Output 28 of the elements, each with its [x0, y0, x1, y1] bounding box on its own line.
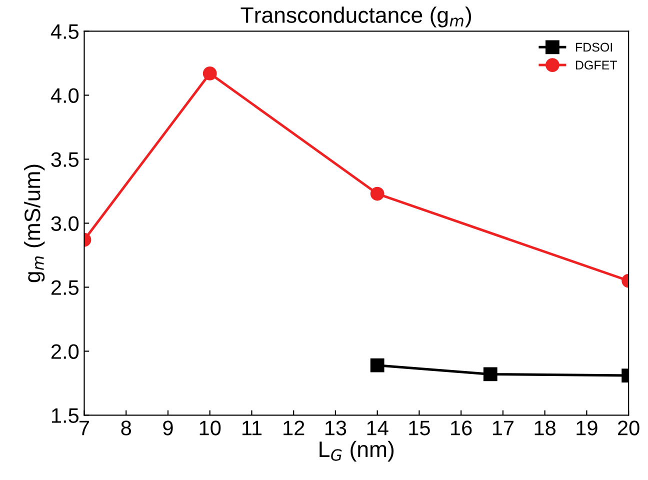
point — [370, 358, 384, 372]
x-tick-label: 16 — [451, 420, 472, 436]
point — [483, 367, 498, 382]
x-tick-label: 11 — [242, 420, 262, 436]
x-tick-label: 18 — [534, 420, 556, 436]
legend-label: FDSOI — [576, 42, 612, 52]
x-tick-label: 19 — [576, 420, 598, 436]
y-tick-label: 1.5 — [52, 408, 79, 423]
y-tick-label: 3.5 — [51, 152, 79, 167]
x-axis-title: L$_{G}$ (nm) — [320, 440, 394, 462]
x-tick-label: 7 — [80, 420, 89, 436]
y-tick-label: 4.5 — [50, 24, 79, 39]
x-tick-label: 17 — [492, 420, 514, 436]
x-tick-label: 20 — [618, 420, 640, 436]
y-tick-label: 3.0 — [51, 216, 79, 231]
x-tick-label: 9 — [163, 420, 173, 436]
x-tick-label: 8 — [121, 420, 131, 436]
x-tick-label: 10 — [200, 420, 221, 436]
y-axis-title: g$_{m}$ (mS/um) — [24, 164, 45, 282]
x-tick-label: 13 — [325, 420, 346, 436]
chart-title: Transconductance (g$_{m}$) — [240, 6, 472, 28]
y-tick-label: 2.5 — [51, 280, 79, 295]
x-tick-label: 12 — [284, 420, 304, 436]
legend-label: DGFET — [576, 60, 618, 70]
x-tick-label: 14 — [367, 420, 388, 436]
y-tick-label: 2.0 — [51, 344, 79, 359]
x-tick-label: 15 — [409, 420, 430, 436]
y-tick-label: 4.0 — [50, 88, 79, 103]
